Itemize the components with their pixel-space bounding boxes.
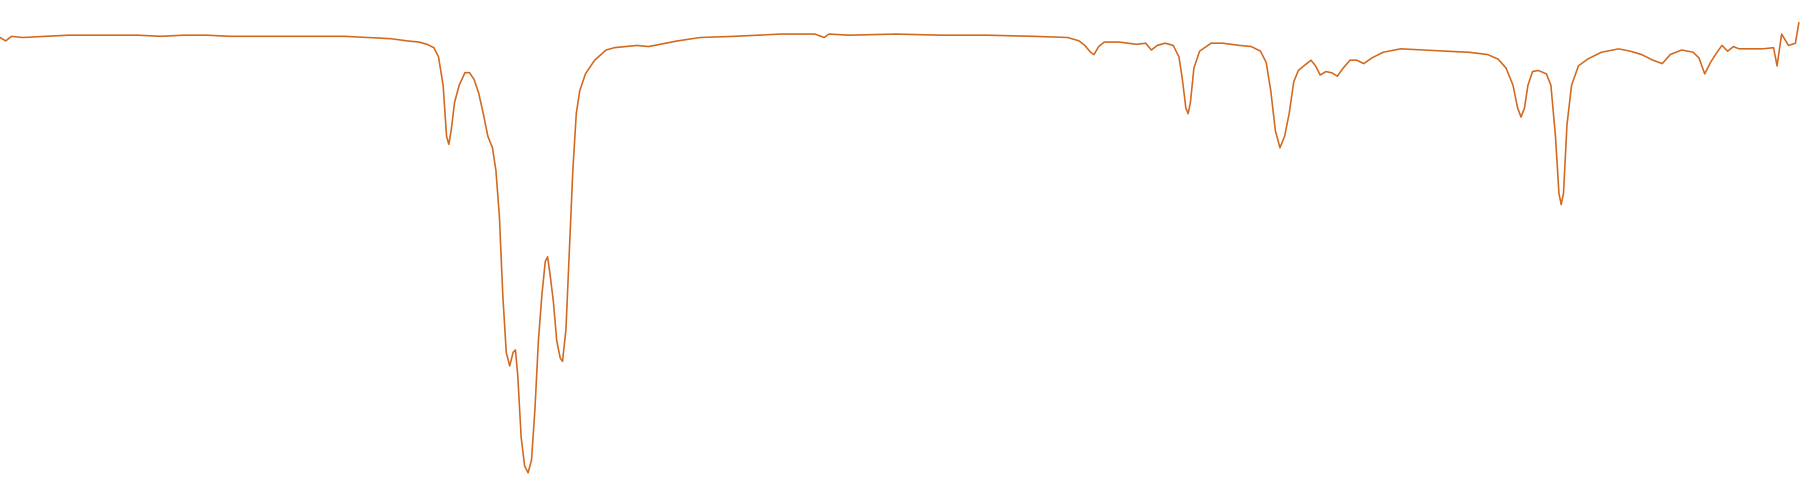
spectrum-line	[0, 21, 1800, 474]
